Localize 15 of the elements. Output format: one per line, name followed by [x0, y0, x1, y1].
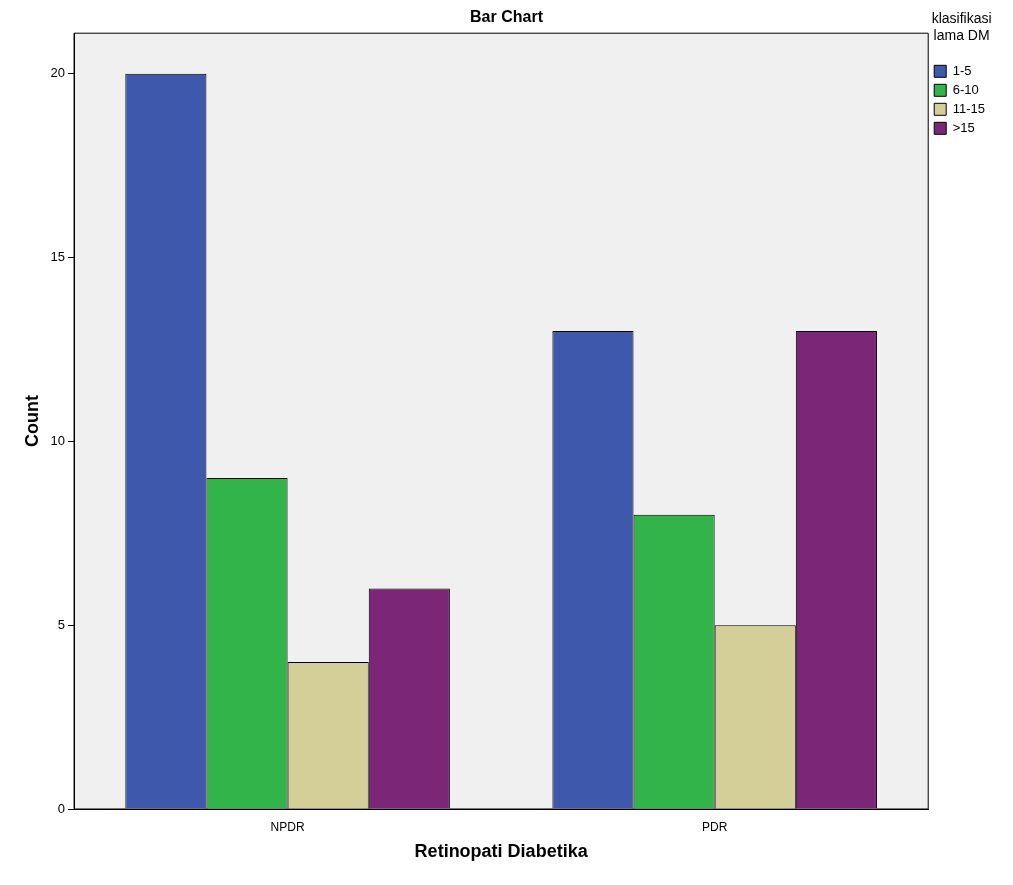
y-tick-label: 20 — [50, 65, 66, 81]
chart-title: Bar Chart — [470, 8, 544, 26]
x-axis-title: Retinopati Diabetika — [414, 841, 589, 862]
legend-label: >15 — [952, 119, 975, 135]
y-axis-title: Count — [21, 395, 42, 448]
legend-label: 11-15 — [952, 100, 986, 116]
legend-label: 6-10 — [952, 81, 979, 97]
y-tick-label: 5 — [57, 616, 66, 632]
y-tick-label: 15 — [50, 249, 66, 265]
y-tick-label: 0 — [57, 800, 66, 816]
legend-title: klasifikasi lama DM — [931, 9, 992, 43]
y-tick-label: 10 — [50, 432, 66, 448]
legend-label: 1-5 — [952, 62, 972, 78]
x-tick-label: NPDR — [270, 819, 305, 834]
x-tick-label: PDR — [702, 819, 728, 834]
